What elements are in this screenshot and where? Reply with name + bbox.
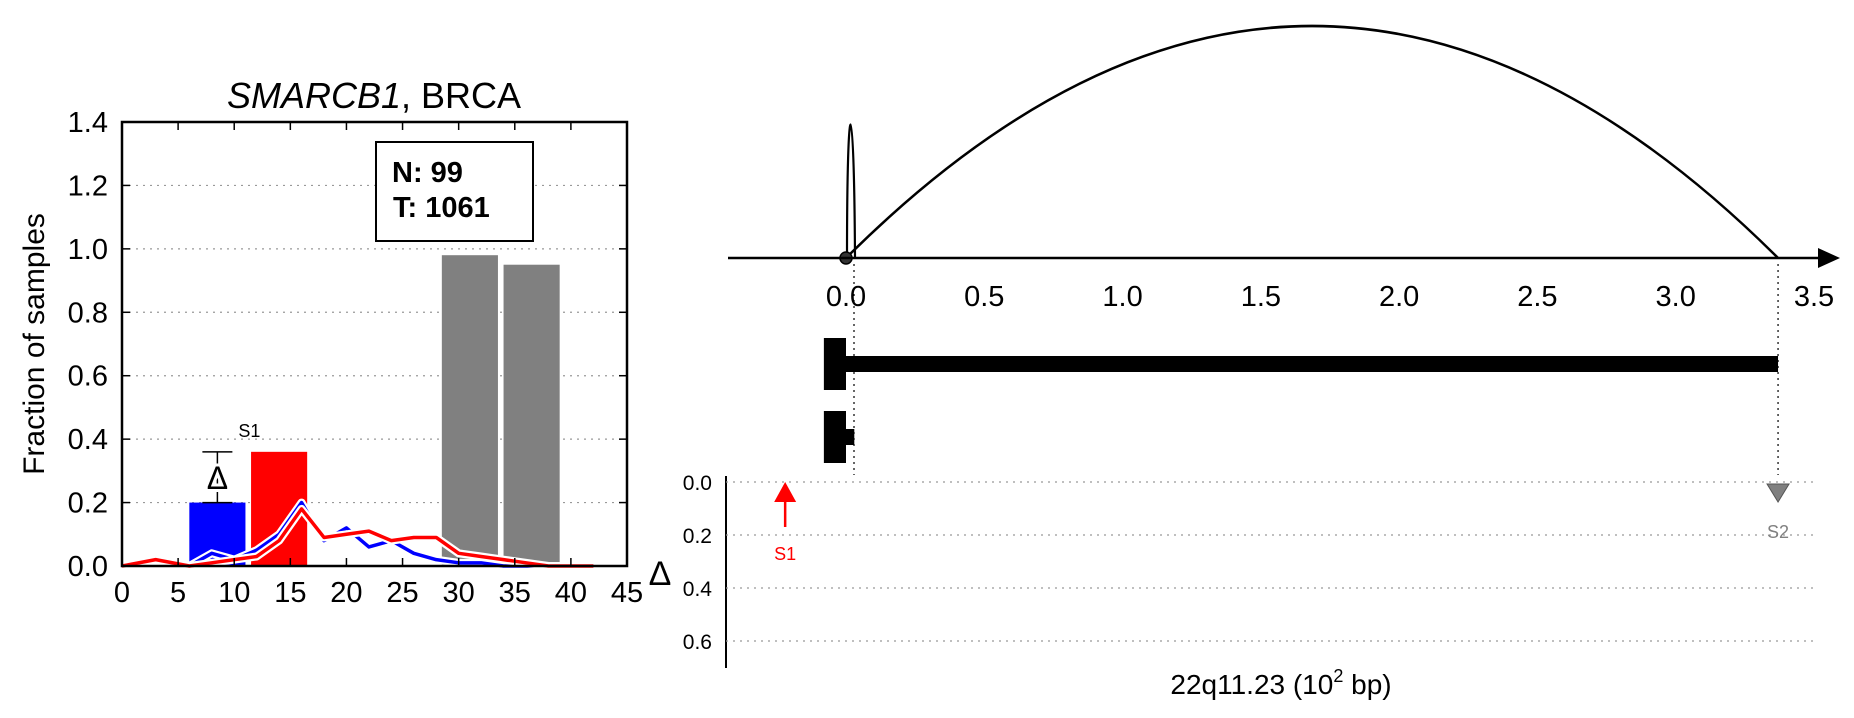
left-bar (441, 255, 498, 566)
left-bar (503, 264, 560, 566)
genome-x-tick-label: 1.5 (1241, 281, 1281, 313)
delta-axis-symbol: Δ (649, 555, 672, 593)
transcript-intron (846, 356, 1779, 372)
genome-axis-arrowhead (1818, 248, 1840, 268)
transcripts (823, 264, 1779, 475)
legend-normal-count: N: 99 (392, 157, 463, 189)
left-x-tick-label: 20 (330, 577, 362, 609)
genome-x-tick-label: 2.5 (1517, 281, 1557, 313)
genome-axis-label: 22q11.23 (102 bp) (1170, 666, 1391, 700)
delta-panel: 0.0 0.2 0.4 0.6 Δ S1 S2 (649, 472, 1814, 668)
left-y-tick-label: 0.2 (68, 488, 108, 520)
transcript-exon (823, 338, 846, 390)
legend-box: N: 99 T: 1061 (375, 141, 534, 242)
marker-label: S1 (774, 544, 796, 564)
left-delta-marker: Δ S1 (202, 421, 260, 504)
large-arc (845, 24, 1779, 259)
genome-axis-label-main: 22q11.23 (10 (1170, 669, 1333, 700)
legend-tumor-count: T: 1061 (393, 192, 490, 224)
left-chart-title: SMARCB1, BRCA (227, 75, 521, 116)
transcript-exon (823, 411, 846, 463)
left-plot-frame (120, 120, 629, 568)
genome-x-tick-label: 0.5 (964, 281, 1004, 313)
genome-axis-label-exponent: 2 (1333, 666, 1343, 686)
marker-up-arrowhead (774, 482, 797, 502)
left-y-tick-label: 1.2 (68, 170, 108, 202)
genome-x-tick-label: 2.0 (1379, 281, 1419, 313)
left-y-tick-label: 0.8 (68, 297, 108, 329)
delta-y-tick-label: 0.6 (683, 631, 712, 654)
right-chart: 0.0 0.5 1.0 1.5 2.0 2.5 3.0 3.5 0.0 0.2 0.4 0.6 Δ S1… (649, 24, 1840, 700)
left-x-tick-label: 40 (555, 577, 587, 609)
right-arcs (839, 24, 1779, 265)
left-x-tick-label: 10 (218, 577, 250, 609)
legend-frame (375, 141, 534, 242)
left-chart-title-gene: SMARCB1 (227, 75, 401, 116)
transcript-intron (846, 429, 855, 445)
genome-x-tick-label: 3.0 (1656, 281, 1696, 313)
left-chart-title-cohort: , BRCA (401, 75, 521, 116)
left-y-tick-label: 1.4 (68, 107, 108, 139)
left-y-tick-label: 1.0 (68, 234, 108, 266)
delta-marker-label: S1 (238, 421, 260, 441)
small-arc (845, 123, 857, 259)
marker-down-triangle (1766, 483, 1790, 503)
left-x-tick-label: 45 (611, 577, 643, 609)
genome-x-tick-label: 3.5 (1794, 281, 1834, 313)
delta-y-tick-label: 0.2 (683, 525, 712, 548)
left-y-axis-label: Fraction of samples (18, 213, 51, 475)
left-x-tick-label: 15 (274, 577, 306, 609)
left-x-tick-label: 35 (499, 577, 531, 609)
genome-axis-ticks: 0.0 0.5 1.0 1.5 2.0 2.5 3.0 3.5 (826, 281, 1834, 313)
genome-x-tick-label: 0.0 (826, 281, 866, 313)
left-x-tick-label: 0 (114, 577, 130, 609)
left-bars (189, 255, 560, 566)
marker-label: S2 (1767, 522, 1789, 542)
delta-symbol: Δ (207, 460, 228, 496)
left-x-tick-label: 30 (443, 577, 475, 609)
left-axis-ticks: 0.0 0.2 0.4 0.6 0.8 1.0 1.2 1.4 0 5 10 15 20 25 30 35 40… (68, 107, 643, 609)
left-y-tick-label: 0.4 (68, 424, 108, 456)
left-x-tick-label: 25 (386, 577, 418, 609)
left-x-tick-label: 5 (170, 577, 186, 609)
left-series-line (121, 507, 594, 568)
delta-y-tick-label: 0.4 (683, 578, 713, 601)
genome-x-tick-label: 1.0 (1102, 281, 1142, 313)
left-y-tick-label: 0.0 (68, 551, 108, 583)
left-y-tick-label: 0.6 (68, 361, 108, 393)
delta-y-tick-label: 0.0 (683, 472, 712, 495)
genome-axis-label-unit: bp) (1343, 669, 1391, 700)
left-chart: Δ S1 0.0 0.2 0.4 0.6 0.8 1.0 1.2 1.4 0 5 10 15 20 25 30… (18, 75, 643, 609)
